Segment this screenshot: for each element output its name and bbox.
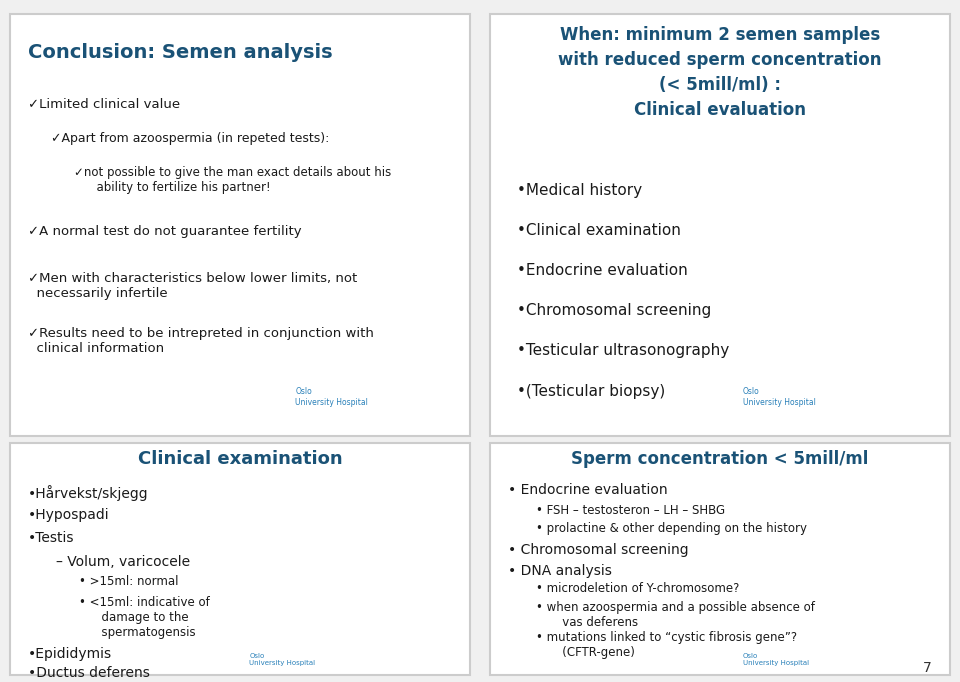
- Text: •Hårvekst/skjegg: •Hårvekst/skjegg: [28, 485, 149, 501]
- Text: Conclusion: Semen analysis: Conclusion: Semen analysis: [28, 43, 333, 62]
- Text: Sperm concentration < 5mill/ml: Sperm concentration < 5mill/ml: [571, 450, 869, 469]
- FancyBboxPatch shape: [10, 443, 470, 675]
- Text: •Testis: •Testis: [28, 531, 75, 546]
- Text: •Ductus deferens: •Ductus deferens: [28, 666, 150, 680]
- Text: – Volum, varicocele: – Volum, varicocele: [56, 554, 190, 569]
- Text: • when azoospermia and a possible absence of
       vas deferens: • when azoospermia and a possible absenc…: [536, 601, 814, 629]
- Text: •Medical history: •Medical history: [517, 183, 642, 198]
- Text: • FSH – testosteron – LH – SHBG: • FSH – testosteron – LH – SHBG: [536, 503, 725, 516]
- Text: ✓Limited clinical value: ✓Limited clinical value: [28, 98, 180, 111]
- FancyBboxPatch shape: [490, 443, 950, 675]
- Text: • Endocrine evaluation: • Endocrine evaluation: [508, 483, 667, 496]
- Text: ✓A normal test do not guarantee fertility: ✓A normal test do not guarantee fertilit…: [28, 225, 301, 238]
- Text: • prolactine & other depending on the history: • prolactine & other depending on the hi…: [536, 522, 806, 535]
- Text: •Epididymis: •Epididymis: [28, 647, 112, 662]
- Text: ✓Men with characteristics below lower limits, not
  necessarily infertile: ✓Men with characteristics below lower li…: [28, 271, 357, 299]
- Text: •Chromosomal screening: •Chromosomal screening: [517, 303, 711, 318]
- Text: When: minimum 2 semen samples
with reduced sperm concentration
(< 5mill/ml) :
Cl: When: minimum 2 semen samples with reduc…: [559, 27, 881, 119]
- Text: Oslo
University Hospital: Oslo University Hospital: [296, 387, 369, 407]
- Text: •Testicular ultrasonography: •Testicular ultrasonography: [517, 344, 730, 359]
- Text: • <15ml: indicative of
      damage to the
      spermatogensis: • <15ml: indicative of damage to the spe…: [79, 596, 209, 639]
- Text: Oslo
University Hospital: Oslo University Hospital: [250, 653, 315, 666]
- Text: •(Testicular biopsy): •(Testicular biopsy): [517, 383, 665, 398]
- Text: Oslo
University Hospital: Oslo University Hospital: [743, 653, 809, 666]
- Text: Oslo
University Hospital: Oslo University Hospital: [743, 387, 816, 407]
- FancyBboxPatch shape: [490, 14, 950, 436]
- Text: • >15ml: normal: • >15ml: normal: [79, 576, 179, 589]
- Text: ✓Apart from azoospermia (in repeted tests):: ✓Apart from azoospermia (in repeted test…: [51, 132, 329, 145]
- Text: •Clinical examination: •Clinical examination: [517, 223, 682, 238]
- Text: • DNA analysis: • DNA analysis: [508, 564, 612, 578]
- Text: ✓Results need to be intrepreted in conjunction with
  clinical information: ✓Results need to be intrepreted in conju…: [28, 327, 373, 355]
- Text: 7: 7: [923, 661, 931, 675]
- Text: •Hypospadi: •Hypospadi: [28, 508, 109, 522]
- Text: • microdeletion of Y-chromosome?: • microdeletion of Y-chromosome?: [536, 582, 739, 595]
- Text: • Chromosomal screening: • Chromosomal screening: [508, 543, 688, 557]
- Text: Clinical examination: Clinical examination: [137, 450, 343, 469]
- Text: ✓not possible to give the man exact details about his
      ability to fertilize: ✓not possible to give the man exact deta…: [74, 166, 392, 194]
- Text: • mutations linked to “cystic fibrosis gene”?
       (CFTR-gene): • mutations linked to “cystic fibrosis g…: [536, 631, 797, 659]
- Text: •Endocrine evaluation: •Endocrine evaluation: [517, 263, 688, 278]
- FancyBboxPatch shape: [10, 14, 470, 436]
